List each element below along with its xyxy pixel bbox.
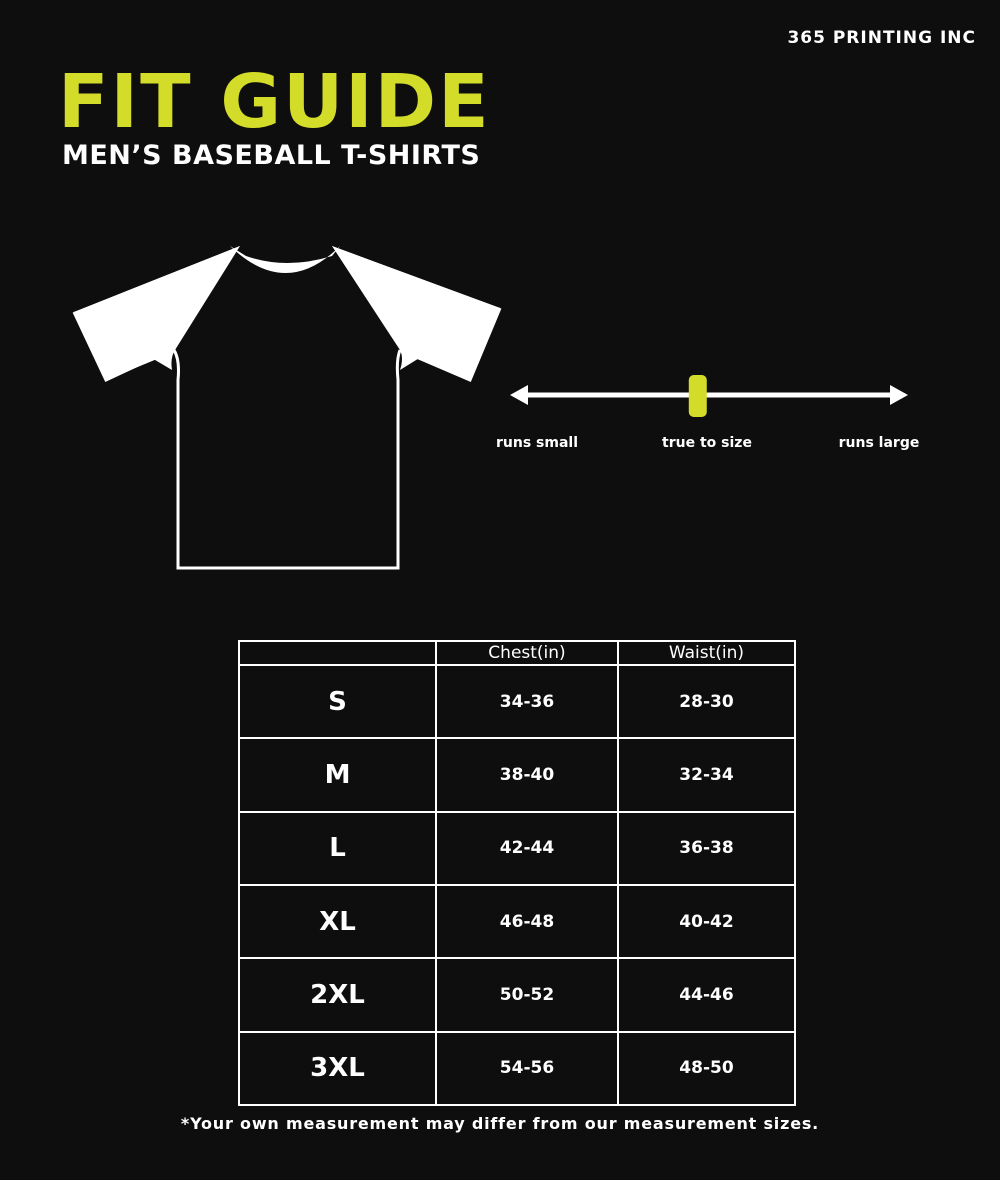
table-row: L 42-44 36-38	[238, 810, 797, 886]
disclaimer-note: *Your own measurement may differ from ou…	[180, 1114, 820, 1133]
cell-chest: 34-36	[435, 663, 619, 740]
cell-waist: 28-30	[616, 663, 797, 740]
cell-size: L	[238, 810, 437, 886]
cell-chest: 50-52	[435, 957, 619, 1033]
label-runs-large: runs large	[838, 435, 920, 451]
table-row: XL 46-48 40-42	[238, 883, 797, 960]
cell-waist: 44-46	[616, 957, 797, 1033]
cell-waist: 32-34	[616, 737, 797, 813]
fit-marker	[688, 375, 707, 417]
cell-chest: 46-48	[435, 883, 619, 960]
header-chest: Chest(in)	[435, 640, 619, 666]
label-true-to-size: true to size	[662, 435, 752, 451]
cell-size: 2XL	[238, 957, 437, 1033]
size-chart-table: Chest(in) Waist(in) S 34-36 28-30 M 38-40 32-…	[238, 640, 797, 1107]
header-waist: Waist(in)	[616, 640, 797, 666]
table-row: M 38-40 32-34	[238, 737, 797, 813]
cell-waist: 36-38	[616, 810, 797, 886]
table-row: 2XL 50-52 44-46	[238, 957, 797, 1033]
page-subtitle: MEN’S BASEBALL T-SHIRTS	[62, 140, 481, 171]
table-header-row: Chest(in) Waist(in)	[238, 640, 797, 666]
table-row: S 34-36 28-30	[238, 663, 797, 740]
page-title: FIT GUIDE	[58, 59, 491, 145]
cell-chest: 38-40	[435, 737, 619, 813]
cell-size: 3XL	[238, 1030, 437, 1107]
header-size	[238, 640, 437, 666]
brand-name: 365 PRINTING INC	[787, 28, 976, 48]
cell-size: S	[238, 663, 437, 740]
double-arrow-icon	[510, 375, 908, 417]
cell-size: M	[238, 737, 437, 813]
table-row: 3XL 54-56 48-50	[238, 1030, 797, 1107]
baseball-tshirt-icon	[72, 246, 502, 570]
cell-chest: 54-56	[435, 1030, 619, 1107]
cell-chest: 42-44	[435, 810, 619, 886]
cell-waist: 48-50	[616, 1030, 797, 1107]
cell-size: XL	[238, 883, 437, 960]
fit-scale	[508, 370, 910, 420]
label-runs-small: runs small	[495, 435, 578, 451]
cell-waist: 40-42	[616, 883, 797, 960]
